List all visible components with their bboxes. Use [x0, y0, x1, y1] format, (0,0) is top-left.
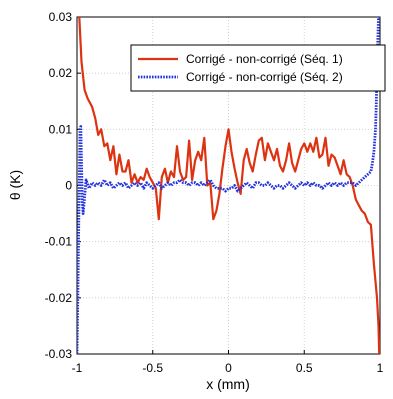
- y-tick-label: 0.01: [49, 122, 73, 136]
- x-axis-label: x (mm): [206, 376, 250, 392]
- x-tick-label: 0.5: [296, 361, 313, 375]
- y-tick-label: -0.02: [45, 291, 73, 305]
- y-tick-label: -0.03: [45, 347, 73, 361]
- series-line-1: [78, 17, 380, 354]
- x-tick-label: 1: [377, 361, 384, 375]
- series-line-2: [77, 17, 380, 354]
- legend-label-2: Corrigé - non-corrigé (Séq. 2): [186, 70, 343, 84]
- axis-ticks: -1 -0.5 0 0.5 1 -0.03 -0.02 -0.01 0 0.01 0.02 0.03: [45, 10, 384, 375]
- legend-label-1: Corrigé - non-corrigé (Séq. 1): [186, 52, 343, 66]
- y-tick-label: 0.02: [49, 66, 73, 80]
- series-layer: [77, 17, 380, 354]
- x-tick-label: -1: [72, 361, 83, 375]
- legend: Corrigé - non-corrigé (Séq. 1) Corrigé - …: [130, 44, 386, 92]
- legend-box: [130, 44, 386, 92]
- x-tick-label: 0: [225, 361, 232, 375]
- x-tick-label: -0.5: [142, 361, 163, 375]
- y-tick-label: 0.03: [49, 10, 73, 24]
- y-tick-label: -0.01: [45, 235, 73, 249]
- y-tick-label: 0: [65, 179, 72, 193]
- y-axis-label: θ (K): [7, 170, 23, 200]
